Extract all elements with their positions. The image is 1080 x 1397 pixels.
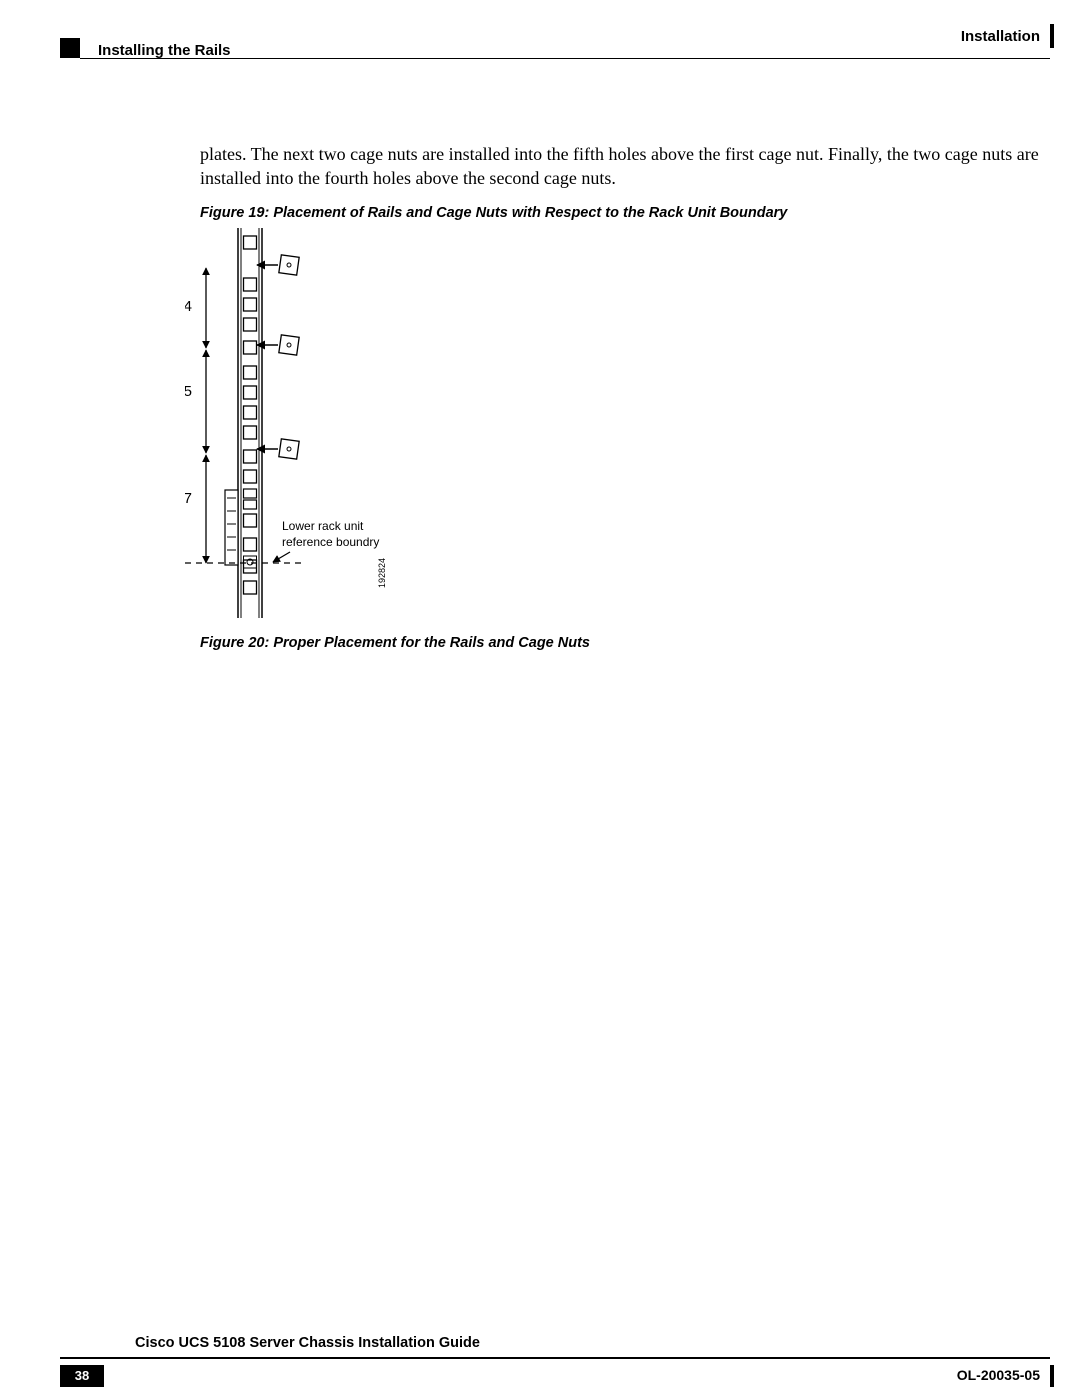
svg-text:192824: 192824 [377, 558, 387, 588]
header-chapter: Installation [961, 28, 1040, 45]
footer-page-number: 38 [60, 1365, 104, 1387]
header-rule [80, 58, 1050, 59]
figure-19-caption: Figure 19: Placement of Rails and Cage N… [200, 205, 787, 221]
svg-text:Lower rack unit: Lower rack unit [282, 519, 364, 533]
figure-19-diagram: 4 5 7 Lower rack unit reference boundry 19282… [185, 228, 415, 618]
svg-text:5: 5 [185, 383, 192, 400]
footer-rule-right [1050, 1365, 1054, 1387]
header-block-icon [60, 38, 80, 58]
svg-text:4: 4 [185, 298, 192, 315]
header-section: Installing the Rails [98, 42, 231, 59]
footer-doc-id: OL-20035-05 [957, 1367, 1040, 1383]
footer-rule [60, 1357, 1050, 1359]
footer-guide-title: Cisco UCS 5108 Server Chassis Installati… [135, 1335, 480, 1351]
svg-text:reference boundry: reference boundry [282, 535, 379, 549]
body-paragraph: plates. The next two cage nuts are insta… [200, 142, 1040, 191]
page: Installation Installing the Rails plates… [0, 0, 1080, 1397]
figure-20-caption: Figure 20: Proper Placement for the Rail… [200, 635, 590, 651]
svg-text:7: 7 [185, 490, 192, 507]
header-rule-right [1050, 24, 1054, 48]
